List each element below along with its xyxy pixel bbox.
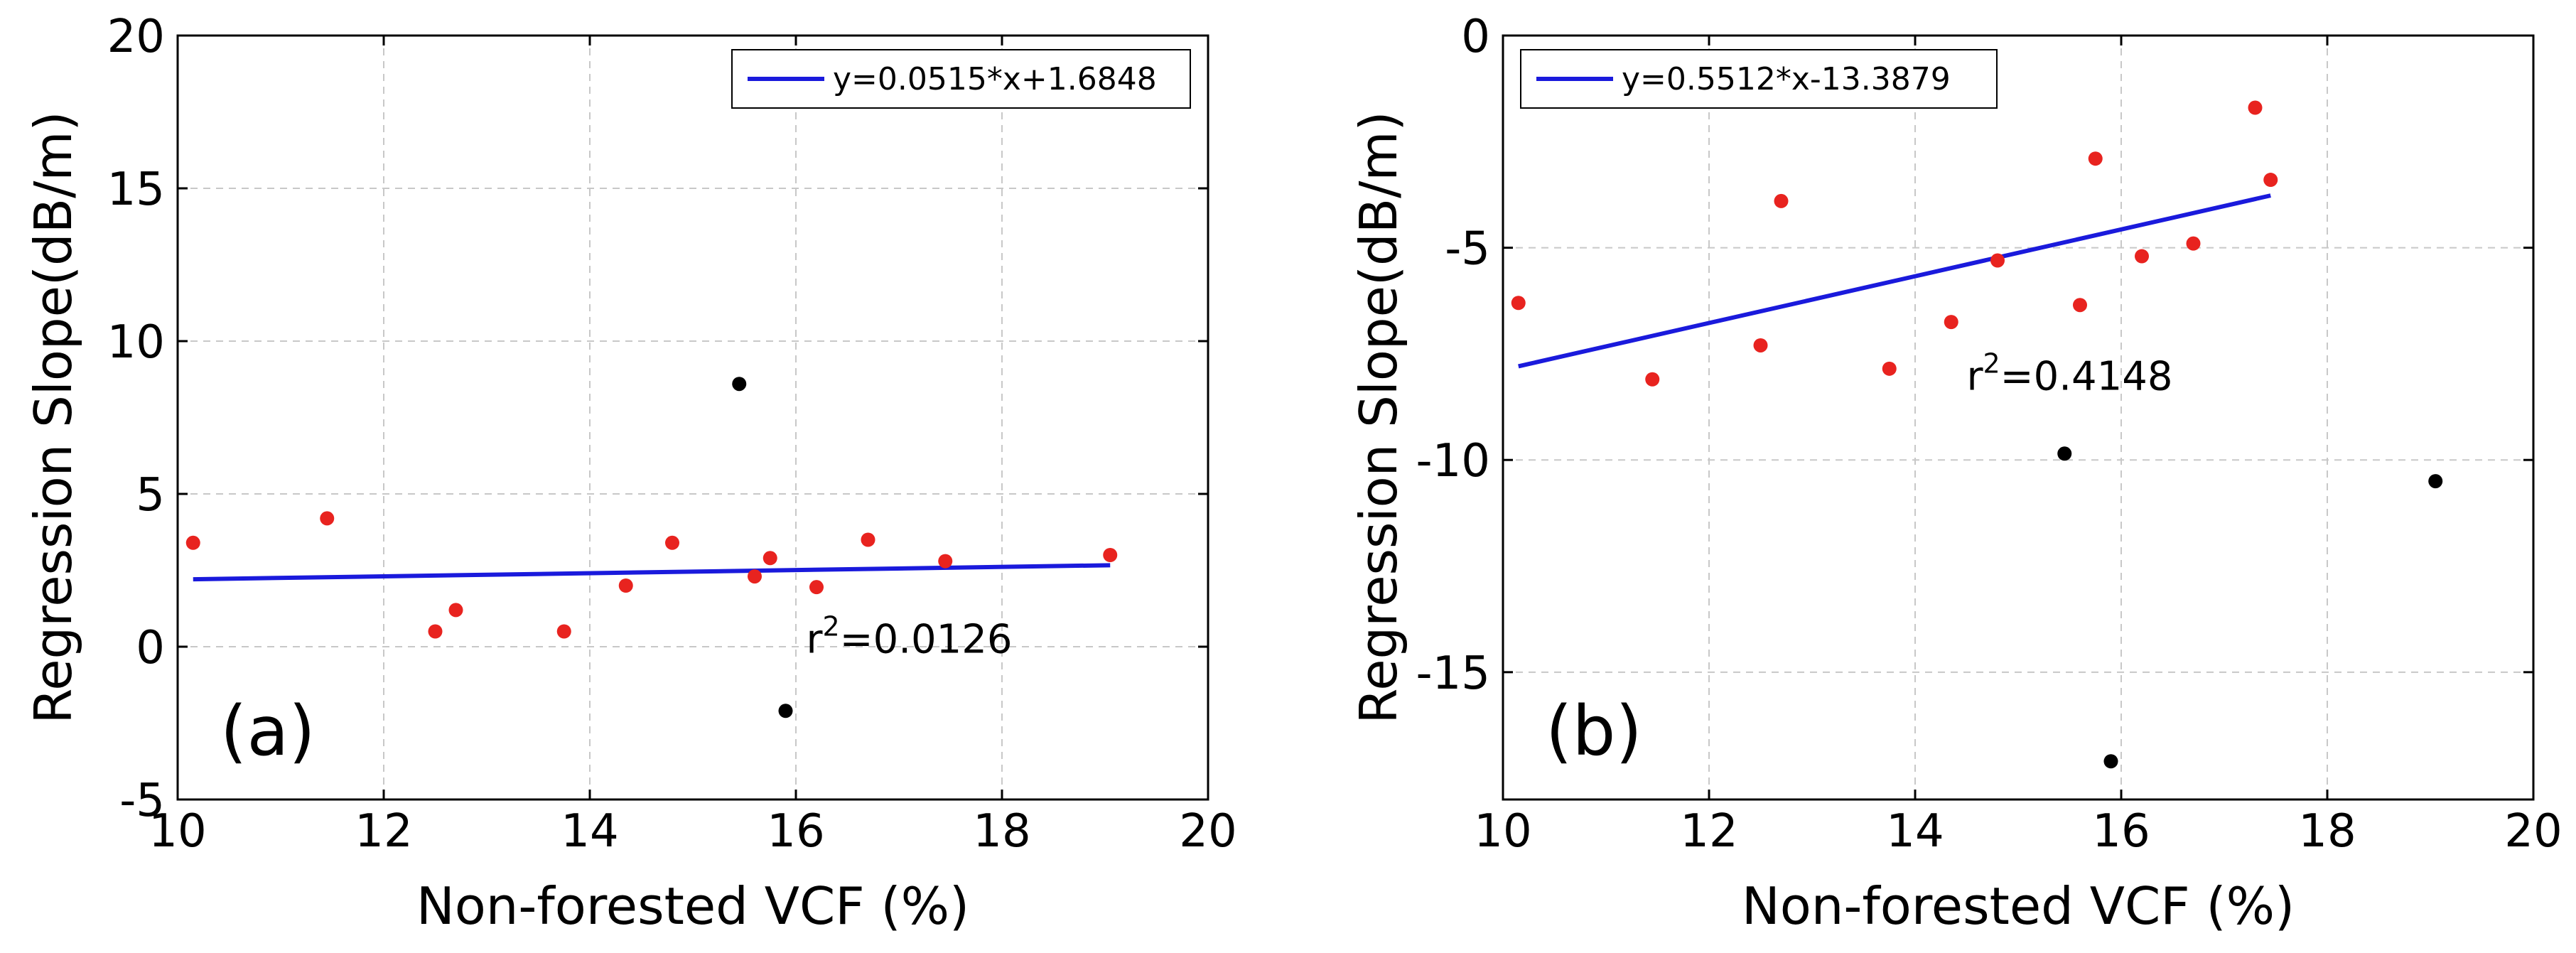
data-point-included xyxy=(1990,253,2005,268)
regression-line xyxy=(193,563,1111,582)
data-point-excluded xyxy=(732,377,747,392)
legend-label: y=0.0515*x+1.6848 xyxy=(833,61,1157,97)
data-point-included xyxy=(2248,100,2263,115)
data-point-included xyxy=(185,535,200,550)
y-tick-label: 10 xyxy=(107,316,165,369)
data-point-included xyxy=(2073,298,2087,313)
legend-box xyxy=(731,49,1191,109)
axes-frame xyxy=(176,34,1209,801)
data-point-included xyxy=(938,554,953,569)
x-axis-label: Non-forested VCF (%) xyxy=(416,876,969,936)
data-point-included xyxy=(809,580,824,595)
plot-area xyxy=(178,36,1208,799)
data-point-included xyxy=(762,551,777,566)
x-tick-label: 14 xyxy=(561,805,618,858)
y-tick-label: 0 xyxy=(136,622,165,674)
data-point-included xyxy=(1944,315,1958,330)
x-tick-label: 18 xyxy=(2298,805,2356,858)
x-tick-label: 12 xyxy=(355,805,412,858)
x-tick-label: 12 xyxy=(1680,805,1737,858)
x-tick-label: 20 xyxy=(1179,805,1236,858)
data-point-excluded xyxy=(778,704,793,718)
x-tick-label: 18 xyxy=(973,805,1030,858)
data-point-included xyxy=(861,532,875,547)
data-point-excluded xyxy=(2057,446,2072,461)
r-squared-annotation: r2=0.0126 xyxy=(806,611,1012,663)
y-tick-label: -5 xyxy=(1445,223,1490,276)
data-point-included xyxy=(1774,193,1789,208)
axes-frame xyxy=(1502,34,2535,801)
data-point-included xyxy=(428,624,443,639)
data-point-included xyxy=(2186,236,2201,251)
chart-panel-0: 10 12 14 16 18 20 -5 0 5 10 15 20 Non-forested VCF (… xyxy=(23,11,1237,936)
legend-label: y=0.5512*x-13.3879 xyxy=(1622,61,1951,97)
x-axis-label: Non-forested VCF (%) xyxy=(1742,876,2295,936)
x-tick-label: 10 xyxy=(1474,805,1531,858)
y-axis-label: Regression Slope(dB/m) xyxy=(1349,111,1408,723)
y-tick-label: 20 xyxy=(107,11,165,63)
y-tick-label: 15 xyxy=(107,163,165,216)
data-point-included xyxy=(1753,338,1768,352)
data-point-included xyxy=(1882,361,1897,376)
y-tick-label: 0 xyxy=(1461,11,1490,63)
data-point-included xyxy=(2135,249,2149,264)
data-point-included xyxy=(665,535,679,550)
x-tick-label: 14 xyxy=(1886,805,1944,858)
x-tick-label: 10 xyxy=(149,805,206,858)
legend: y=0.0515*x+1.6848 xyxy=(731,49,1191,109)
data-point-included xyxy=(748,569,762,584)
x-tick-label: 16 xyxy=(2092,805,2150,858)
legend: y=0.5512*x-13.3879 xyxy=(1520,49,1998,109)
data-point-included xyxy=(1511,296,1526,311)
panel-label: (a) xyxy=(220,691,316,771)
data-point-included xyxy=(618,578,633,593)
data-point-excluded xyxy=(2103,754,2118,769)
y-tick-label: -10 xyxy=(1416,435,1490,488)
data-point-included xyxy=(2263,173,2278,188)
data-point-included xyxy=(448,603,463,618)
y-axis-label: Regression Slope(dB/m) xyxy=(23,111,83,723)
regression-line xyxy=(1518,193,2271,369)
data-point-excluded xyxy=(2428,474,2443,489)
r-squared-annotation: r2=0.4148 xyxy=(1966,348,2172,400)
chart-panel-1: 10 12 14 16 18 20 -15 -10 -5 0 Non-forested VCF (%… xyxy=(1349,11,2562,936)
x-tick-label: 20 xyxy=(2504,805,2562,858)
data-point-included xyxy=(1103,548,1118,562)
y-tick-label: -5 xyxy=(119,775,165,827)
y-tick-label: -15 xyxy=(1416,647,1490,700)
panel-label: (b) xyxy=(1546,691,1642,771)
y-tick-label: 5 xyxy=(136,469,165,522)
plot-area xyxy=(1503,36,2533,799)
x-tick-label: 16 xyxy=(767,805,824,858)
data-point-included xyxy=(2088,151,2103,166)
data-point-included xyxy=(1645,372,1660,387)
data-point-included xyxy=(556,624,571,639)
data-point-included xyxy=(320,511,335,526)
